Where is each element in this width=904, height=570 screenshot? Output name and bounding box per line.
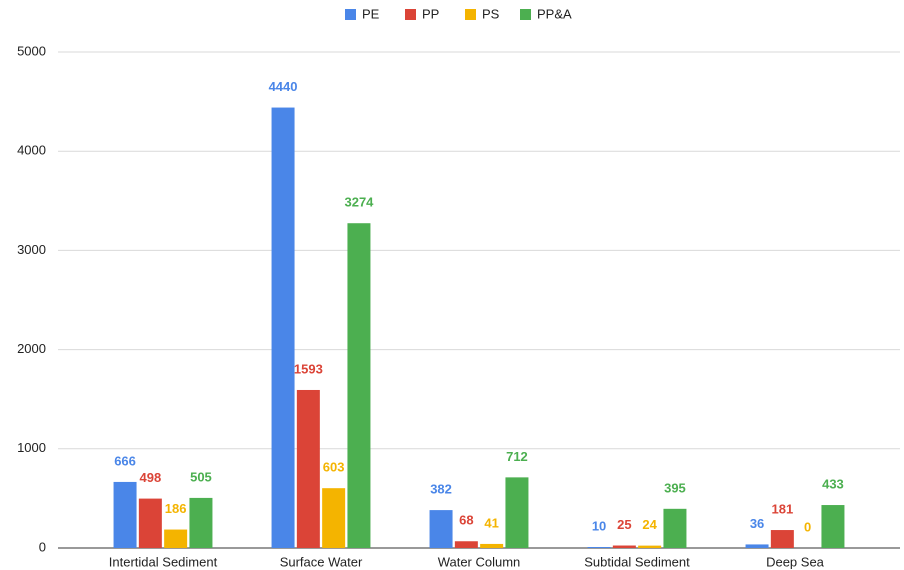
y-tick-label: 5000 [17, 43, 46, 58]
bar [638, 545, 662, 548]
data-label: 36 [750, 516, 764, 531]
data-label: 186 [165, 501, 187, 516]
data-label: 505 [190, 469, 212, 484]
legend-swatch [520, 9, 531, 20]
bar [821, 505, 845, 548]
data-label: 498 [139, 470, 161, 485]
y-tick-label: 1000 [17, 440, 46, 455]
y-tick-label: 3000 [17, 242, 46, 257]
bar [505, 477, 529, 548]
bar [612, 545, 636, 548]
data-label: 1593 [294, 361, 323, 376]
data-label: 10 [592, 518, 606, 533]
legend-label: PP&A [537, 6, 572, 21]
data-label: 181 [771, 501, 793, 516]
data-label: 0 [804, 519, 811, 534]
y-tick-label: 2000 [17, 341, 46, 356]
data-label: 603 [323, 460, 345, 475]
data-label: 433 [822, 476, 844, 491]
bar [454, 541, 478, 548]
legend-swatch [465, 9, 476, 20]
data-label: 666 [114, 453, 136, 468]
bar [745, 544, 769, 548]
legend-swatch [345, 9, 356, 20]
bar [347, 223, 371, 549]
data-label: 25 [617, 517, 631, 532]
bar [189, 497, 213, 548]
legend-label: PE [362, 6, 380, 21]
bar [271, 107, 295, 548]
legend-label: PS [482, 6, 500, 21]
bar [322, 488, 346, 548]
data-label: 24 [642, 517, 657, 532]
y-tick-label: 0 [39, 539, 46, 554]
bar [164, 529, 188, 548]
data-label: 712 [506, 449, 528, 464]
y-tick-label: 4000 [17, 143, 46, 158]
bar [663, 508, 687, 548]
x-tick-label: Deep Sea [766, 554, 825, 569]
bar [429, 510, 453, 548]
legend-swatch [405, 9, 416, 20]
data-label: 41 [484, 515, 498, 530]
x-tick-label: Intertidal Sediment [109, 554, 218, 569]
data-label: 4440 [269, 79, 298, 94]
bar [113, 481, 137, 548]
data-label: 3274 [344, 195, 374, 210]
data-label: 395 [664, 480, 686, 495]
data-label: 68 [459, 513, 473, 528]
bar [296, 389, 320, 548]
x-tick-label: Subtidal Sediment [584, 554, 690, 569]
x-tick-label: Water Column [438, 554, 521, 569]
bar [770, 530, 794, 548]
data-label: 382 [430, 482, 452, 497]
legend-label: PP [422, 6, 439, 21]
bar [587, 547, 611, 548]
bar [138, 498, 162, 548]
bar [480, 543, 504, 548]
x-tick-label: Surface Water [280, 554, 363, 569]
